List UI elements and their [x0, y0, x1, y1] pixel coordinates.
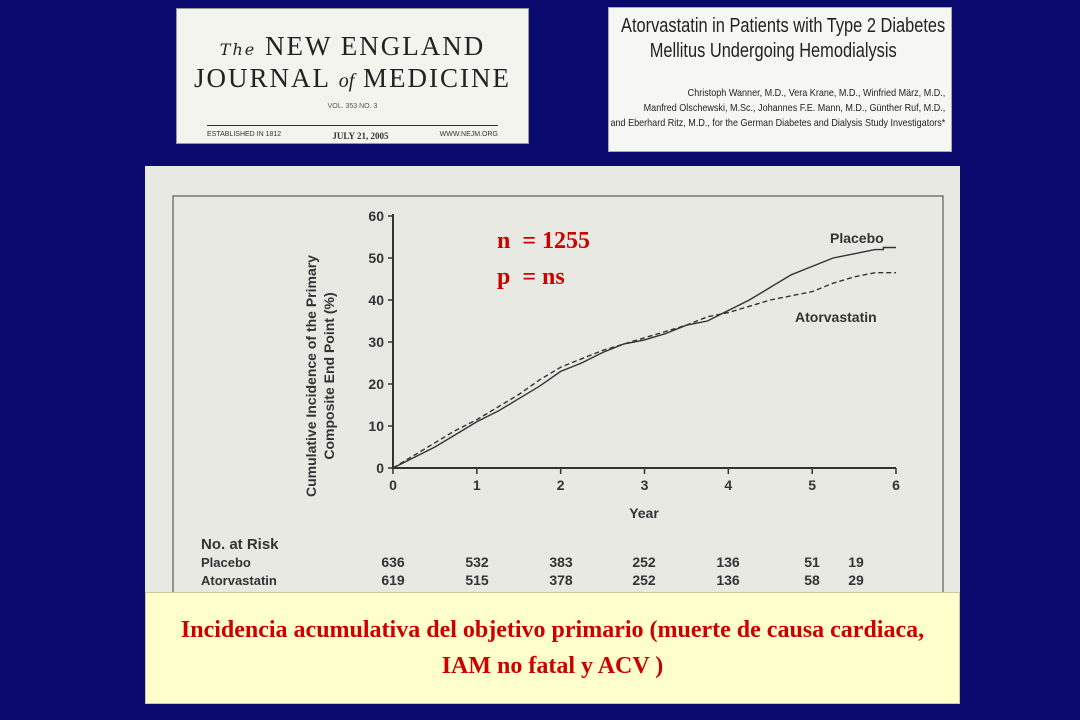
risk-cell: 383	[549, 554, 573, 570]
chart-frame	[172, 195, 944, 600]
chart-panel: 0 10 20 30 40 50 60 0 1 2 3 4 5 6 Cumulative Incidenc…	[145, 166, 960, 600]
annotation-n: n = 1255	[497, 228, 590, 254]
x-tick-label: 2	[557, 477, 565, 493]
y-tick-label: 50	[368, 250, 384, 266]
journal-title-line2: JOURNAL of MEDICINE	[193, 63, 512, 93]
x-tick-label: 5	[808, 477, 816, 493]
article-title: Atorvastatin in Patients with Type 2 Dia…	[621, 15, 946, 62]
risk-cell: 136	[716, 554, 740, 570]
risk-cell: 252	[632, 572, 656, 588]
risk-cell: 29	[848, 572, 864, 588]
caption-box: Incidencia acumulativa del objetivo prim…	[145, 592, 960, 704]
risk-table: No. at Risk Placebo 636 532 383 252 136 51 19 Ato…	[201, 536, 864, 588]
journal-title-line1: The NEW ENGLAND	[219, 31, 486, 61]
article-header: Atorvastatin in Patients with Type 2 Dia…	[608, 7, 952, 152]
journal-masthead: The NEW ENGLAND JOURNAL of MEDICINE VOL.…	[176, 8, 529, 144]
journal-established: ESTABLISHED IN 1812	[207, 131, 282, 138]
risk-cell: 532	[465, 554, 489, 570]
risk-row-label: Atorvastatin	[201, 573, 277, 588]
risk-cell: 515	[465, 572, 489, 588]
y-tick-label: 60	[368, 208, 384, 224]
y-tick-label: 20	[368, 376, 384, 392]
series-line-placebo	[392, 246, 896, 469]
x-tick-label: 0	[389, 477, 397, 493]
series-line-atorvastatin	[392, 272, 896, 469]
journal-volume: VOL. 353 NO. 3	[327, 103, 378, 110]
x-axis-label: Year	[629, 505, 659, 521]
chart-ticks: 0 10 20 30 40 50 60 0 1 2 3 4 5 6	[368, 208, 900, 493]
y-tick-label: 30	[368, 334, 384, 350]
journal-rule	[207, 125, 498, 126]
article-authors: Christoph Wanner, M.D., Vera Krane, M.D.…	[610, 87, 945, 129]
x-tick-label: 4	[724, 477, 732, 493]
annotation-p: p = ns	[497, 264, 565, 290]
risk-table-header: No. at Risk	[201, 536, 279, 553]
journal-website: WWW.NEJM.ORG	[439, 131, 498, 138]
km-chart: 0 10 20 30 40 50 60 0 1 2 3 4 5 6 Cumulative Incidenc…	[172, 195, 944, 600]
chart-series	[392, 246, 896, 469]
risk-cell: 51	[804, 554, 820, 570]
y-axis-label-line2: Composite End Point (%)	[321, 292, 337, 459]
legend-atorvastatin: Atorvastatin	[795, 309, 877, 325]
risk-cell: 136	[716, 572, 740, 588]
risk-cell: 619	[381, 572, 405, 588]
y-axis-label-line1: Cumulative Incidence of the Primary	[303, 255, 319, 497]
legend-placebo: Placebo	[830, 230, 884, 246]
risk-cell: 19	[848, 554, 864, 570]
y-tick-label: 10	[368, 418, 384, 434]
x-tick-label: 3	[641, 477, 649, 493]
risk-cell: 58	[804, 572, 820, 588]
risk-cell: 378	[549, 572, 573, 588]
y-tick-label: 40	[368, 292, 384, 308]
x-tick-label: 6	[892, 477, 900, 493]
y-tick-label: 0	[376, 460, 384, 476]
chart-axes	[392, 214, 896, 469]
journal-date: JULY 21, 2005	[332, 131, 389, 141]
risk-cell: 252	[632, 554, 656, 570]
journal-footer: ESTABLISHED IN 1812 JULY 21, 2005 WWW.NE…	[207, 131, 498, 141]
risk-cell: 636	[381, 554, 405, 570]
x-tick-label: 1	[473, 477, 481, 493]
risk-row-label: Placebo	[201, 555, 251, 570]
caption-text: Incidencia acumulativa del objetivo prim…	[180, 617, 925, 679]
